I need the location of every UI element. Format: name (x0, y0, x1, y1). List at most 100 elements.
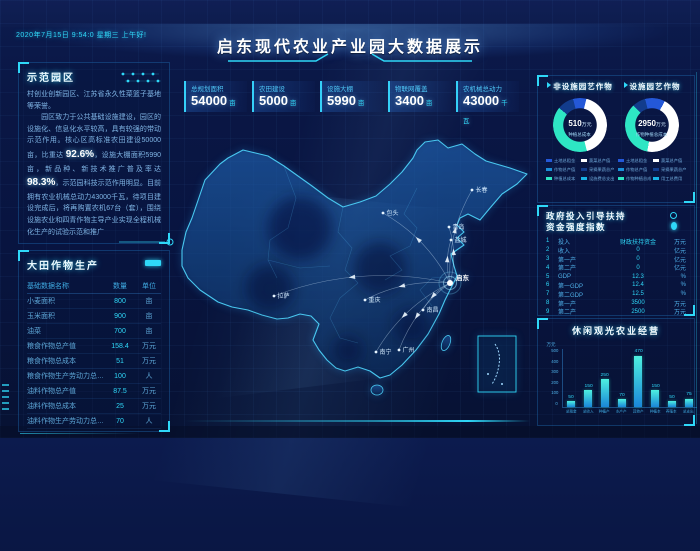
legend-label: 作物种植总成本 (626, 176, 651, 182)
bar-column: 50 (665, 349, 678, 407)
bar-value: 250 (600, 371, 610, 378)
bar[interactable] (667, 401, 676, 407)
crop-unit: 万元 (142, 403, 156, 410)
stat-card-value: 5990 亩 (327, 93, 365, 108)
demo-park-para2-pre: 园区致力于公共基础设施建设，园区的设施化、信息化水平较高，具有较强的带动示范作用… (27, 114, 161, 160)
crop-unit: 亩 (145, 298, 153, 305)
map-baseline (184, 420, 530, 422)
stat-card-label: 农田建设 (259, 86, 285, 93)
crop-name: 油料作物总产值 (27, 388, 76, 395)
gov-table-row: 5 GDP 12.3% (546, 272, 686, 281)
legend-label: 蔬菜总产值 (661, 158, 683, 164)
crop-name: 粮食作物总成本 (27, 358, 76, 365)
gov-row-name: 第二产 (558, 266, 577, 273)
edge-ticks-icon (2, 384, 9, 410)
legend-swatch (653, 159, 659, 162)
gov-fund-title: 政府投入引导扶持 资金强度指数 (546, 211, 627, 233)
flight-path (364, 282, 451, 301)
legend-label: 蔬菜总产值 (589, 158, 611, 164)
city-label: 盐城 (455, 236, 467, 244)
gov-fund-table: 1 投入 财政扶持资金 万元 2 收入 0 亿元 3 第一产 0 亿元 4 第二产 0 亿元 5 GDP 12.3%… (546, 237, 686, 316)
legend-label: 种植总成本 (554, 176, 576, 182)
legend-swatch (653, 168, 659, 171)
donut-chart-nonfacility[interactable]: 510万元 种植总成本 (553, 98, 607, 152)
stat-card: 农田建设 5000 亩 (252, 81, 315, 112)
donut-chart-facility[interactable]: 2950万元 作物种植总成本 (625, 98, 679, 152)
bar[interactable] (600, 379, 609, 407)
legend-label: 采摘果蔬总产值 (589, 167, 614, 173)
city-label: 青岛 (453, 223, 465, 231)
y-tick: 300 (550, 369, 558, 375)
gov-table-row: 1 投入 财政扶持资金 万元 (546, 237, 686, 246)
gov-row-name: 第一产 (558, 257, 577, 264)
bar[interactable] (634, 355, 643, 407)
bar-value: 75 (685, 391, 692, 397)
nonfacility-title: 非设施园艺作物 (544, 81, 616, 92)
bar[interactable] (617, 399, 626, 407)
china-map[interactable]: 长春 包头 青岛 盐城 拉萨 重庆 南昌 南宁 广州 启东 (180, 128, 530, 420)
city-label: 重庆 (369, 296, 381, 304)
col-header-qty: 数量 (113, 282, 127, 290)
legend-label: 作物总产值 (554, 167, 576, 173)
field-crops-title: 大田作物生产 (27, 261, 99, 272)
china-outline (181, 139, 528, 379)
triangle-icon (623, 82, 628, 88)
city-dot (272, 294, 276, 298)
stat-card: 物联网覆盖 3400 亩 (388, 81, 451, 112)
table-row: 小麦面积 800 亩 (27, 294, 161, 309)
province-borders (267, 165, 458, 344)
demo-park-description: 村创业创新园区、江苏省永久性菜篮子基地等荣誉。 园区致力于公共基础设施建设，园区… (27, 89, 161, 238)
donut-left-unit: 万元 (581, 122, 592, 129)
crop-name: 油菜 (27, 328, 41, 335)
bar-column: 150 (649, 349, 662, 407)
legend-item: 土地总租金 (618, 157, 651, 164)
circuit-node-icon (670, 212, 680, 230)
gov-row-name: 收入 (558, 248, 571, 255)
legend-label: 作物总产值 (626, 167, 648, 173)
x-tick-label: 水产产 (615, 409, 627, 415)
table-row: 油料作物总产值 87.5 万元 (27, 384, 161, 399)
gov-row-value: 0 (636, 264, 640, 271)
flight-path (375, 282, 451, 353)
bar-column: 250 (598, 349, 611, 407)
gov-table-row: 8 第一产 3500 万元 (546, 299, 686, 308)
flight-path (398, 282, 451, 351)
bar[interactable] (651, 390, 660, 407)
y-axis-ticks: 500 400 300 200 100 0 (544, 349, 558, 407)
plane-arrow-icon (415, 237, 422, 244)
gov-table-row: 7 第二GDP 12.5% (546, 290, 686, 299)
x-tick-label: 总收入 (582, 409, 594, 415)
city-dot (363, 298, 367, 302)
city-label: 南昌 (427, 306, 439, 314)
crop-unit: 亩 (145, 328, 153, 335)
bar[interactable] (584, 390, 593, 407)
main-city-dot (447, 280, 453, 286)
city-dot (397, 348, 401, 352)
gov-row-name: 投入 (558, 240, 571, 246)
gov-row-value: 财政扶持资金 (619, 240, 656, 246)
crop-quantity: 800 (114, 297, 126, 305)
donut-left (553, 98, 607, 152)
city-label: 包头 (387, 209, 399, 217)
legend-item: 采摘果蔬总产值 (653, 166, 686, 173)
bar[interactable] (684, 398, 693, 407)
gov-row-unit: % (680, 291, 686, 298)
gov-table-row: 4 第二产 0 亿元 (546, 263, 686, 273)
plane-arrow-icon (398, 283, 406, 288)
gov-row-value: 2500 (631, 308, 645, 315)
gov-row-index: 8 (546, 300, 550, 307)
decorative-line (20, 433, 140, 434)
donut-left-label: 种植总成本 (568, 131, 592, 138)
stat-card-unit: 亩 (425, 100, 433, 107)
top-bar (0, 0, 700, 27)
legend-label: 土地总租金 (554, 158, 576, 164)
bar-column: 150 (582, 349, 595, 407)
city-dot (421, 308, 425, 312)
city-dot (449, 238, 453, 242)
donut-right-value: 2950 (638, 119, 656, 129)
bar[interactable] (567, 401, 576, 407)
leisure-bar-chart[interactable]: 万元 500 400 300 200 100 0 50 150 250 70 470 150 50 75… (544, 341, 697, 425)
y-tick: 0 (555, 401, 558, 407)
taiwan-island (440, 335, 452, 351)
